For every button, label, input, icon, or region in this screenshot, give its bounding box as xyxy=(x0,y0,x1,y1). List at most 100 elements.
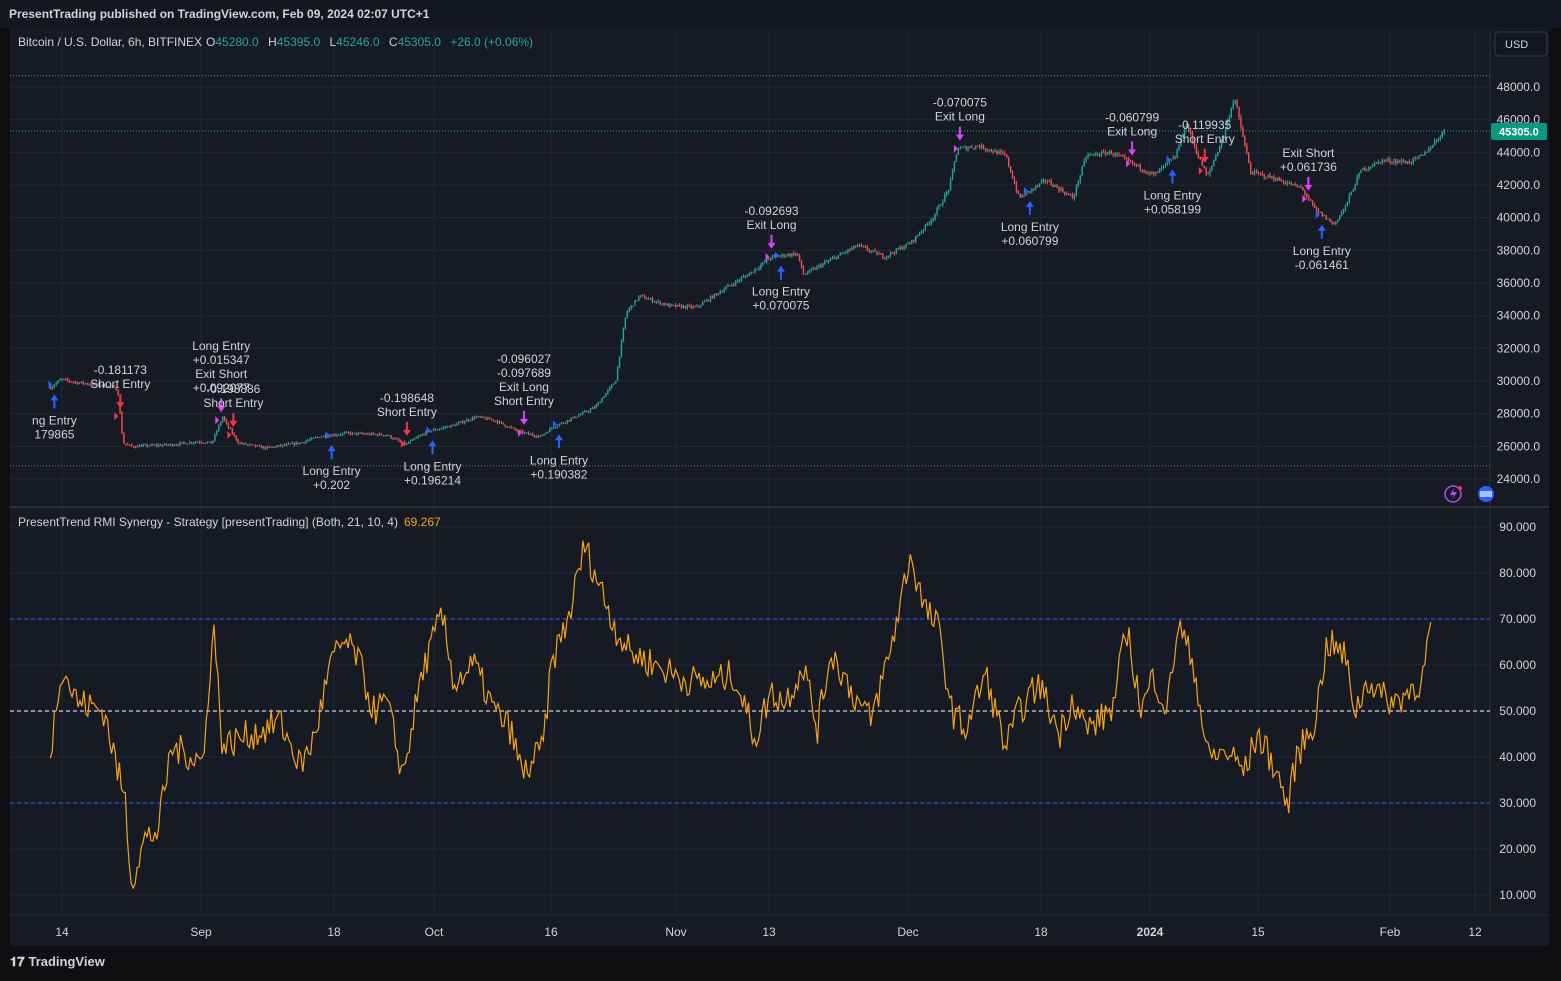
candle-body xyxy=(603,396,605,399)
candle-body xyxy=(1379,161,1382,164)
candle-body xyxy=(1428,148,1430,153)
candle-body xyxy=(1211,165,1213,171)
candle-body xyxy=(868,250,870,252)
candle-body xyxy=(1199,156,1202,160)
candle-body xyxy=(851,248,853,250)
candle-body xyxy=(800,259,803,268)
candle-body xyxy=(163,443,166,446)
candle-body xyxy=(1135,163,1138,166)
price-tick-label: 42000.0 xyxy=(1497,178,1541,192)
candle-body xyxy=(225,420,228,424)
candle-body xyxy=(1373,162,1376,167)
indicator-title[interactable]: PresentTrend RMI Synergy - Strategy [pre… xyxy=(18,515,398,529)
candle-body xyxy=(1273,176,1275,180)
candle-body xyxy=(1277,178,1279,181)
signal-marker xyxy=(114,412,119,421)
symbol-title[interactable]: Bitcoin / U.S. Dollar, 6h, BITFINEX xyxy=(18,35,202,49)
candle-body xyxy=(1377,161,1380,163)
candle-body xyxy=(1162,165,1165,168)
candle-body xyxy=(1141,169,1143,171)
candle-body xyxy=(806,273,809,275)
candle-body xyxy=(388,435,390,437)
signal-label: Exit Short xyxy=(195,367,248,381)
candle-body xyxy=(760,264,762,269)
candle-body xyxy=(636,300,638,302)
candle-body xyxy=(926,223,929,225)
candle-body xyxy=(841,253,843,255)
signal-arrow-head xyxy=(1168,169,1177,176)
candle-body xyxy=(289,443,292,445)
candle-body xyxy=(787,254,789,256)
candle-body xyxy=(272,446,274,448)
signal-label: Long Entry xyxy=(1001,220,1059,234)
candle-body xyxy=(440,428,443,430)
candle-body xyxy=(1158,168,1161,173)
candle-body xyxy=(349,432,352,435)
candle-body xyxy=(808,270,810,274)
candle-body xyxy=(92,383,94,385)
publish-line: PresentTrading published on TradingView.… xyxy=(9,7,430,21)
candle-body xyxy=(415,437,417,439)
candle-body xyxy=(1021,195,1023,198)
price-tick-label: 48000.0 xyxy=(1497,80,1541,94)
candle-body xyxy=(276,446,278,448)
candle-body xyxy=(529,433,532,435)
candle-body xyxy=(322,435,325,437)
candle-body xyxy=(1282,180,1285,183)
candle-body xyxy=(504,424,507,427)
candle-body xyxy=(1058,187,1060,191)
candle-body xyxy=(1344,204,1347,210)
candle-body xyxy=(1306,194,1308,197)
candle-body xyxy=(690,305,692,308)
candle-body xyxy=(1100,151,1103,156)
chart-frame[interactable] xyxy=(10,28,1549,946)
candle-body xyxy=(1155,171,1157,174)
signal-arrow-head xyxy=(116,402,125,409)
signal-marker xyxy=(953,144,958,153)
rmi-tick-label: 50.000 xyxy=(1499,704,1536,718)
signal-label: Short Entry xyxy=(377,405,437,419)
candle-body xyxy=(158,444,160,446)
candle-body xyxy=(1257,172,1260,174)
footer-brand[interactable]: 𝟏𝟕 TradingView xyxy=(10,954,105,970)
candle-body xyxy=(667,303,669,307)
candle-body xyxy=(578,415,580,417)
signal-marker xyxy=(517,428,522,437)
signal-arrow-head xyxy=(217,406,226,413)
candle-body xyxy=(551,428,553,430)
lightning-icon[interactable] xyxy=(1444,485,1462,503)
signal-marker xyxy=(1126,159,1131,168)
candle-body xyxy=(1302,187,1304,191)
candle-body xyxy=(500,421,503,423)
candle-body xyxy=(409,440,412,443)
candle-body xyxy=(856,245,859,247)
candle-body xyxy=(283,444,286,446)
candle-body xyxy=(372,433,375,435)
candle-body xyxy=(862,245,865,247)
candle-body xyxy=(916,235,919,237)
candle-body xyxy=(547,432,549,434)
candle-body xyxy=(1263,174,1265,178)
candle-body xyxy=(1097,153,1099,156)
candle-body xyxy=(1271,176,1273,178)
candle-body xyxy=(793,253,795,256)
candle-body xyxy=(1197,152,1200,157)
currency-button[interactable] xyxy=(1494,31,1548,57)
candle-body xyxy=(363,433,365,435)
candle-body xyxy=(1054,185,1056,187)
candle-body xyxy=(1234,100,1236,103)
candle-body xyxy=(374,434,377,436)
candle-body xyxy=(996,150,998,155)
candle-body xyxy=(1160,167,1163,169)
candle-body xyxy=(492,419,495,421)
candle-body xyxy=(520,430,522,432)
candle-body xyxy=(491,419,493,421)
candle-body xyxy=(599,402,601,404)
candle-body xyxy=(1007,157,1010,167)
candle-body xyxy=(469,419,472,421)
signal-arrow-head xyxy=(1304,184,1313,191)
candle-body xyxy=(1369,166,1372,168)
candle-body xyxy=(731,284,733,286)
signal-marker xyxy=(1315,210,1320,219)
